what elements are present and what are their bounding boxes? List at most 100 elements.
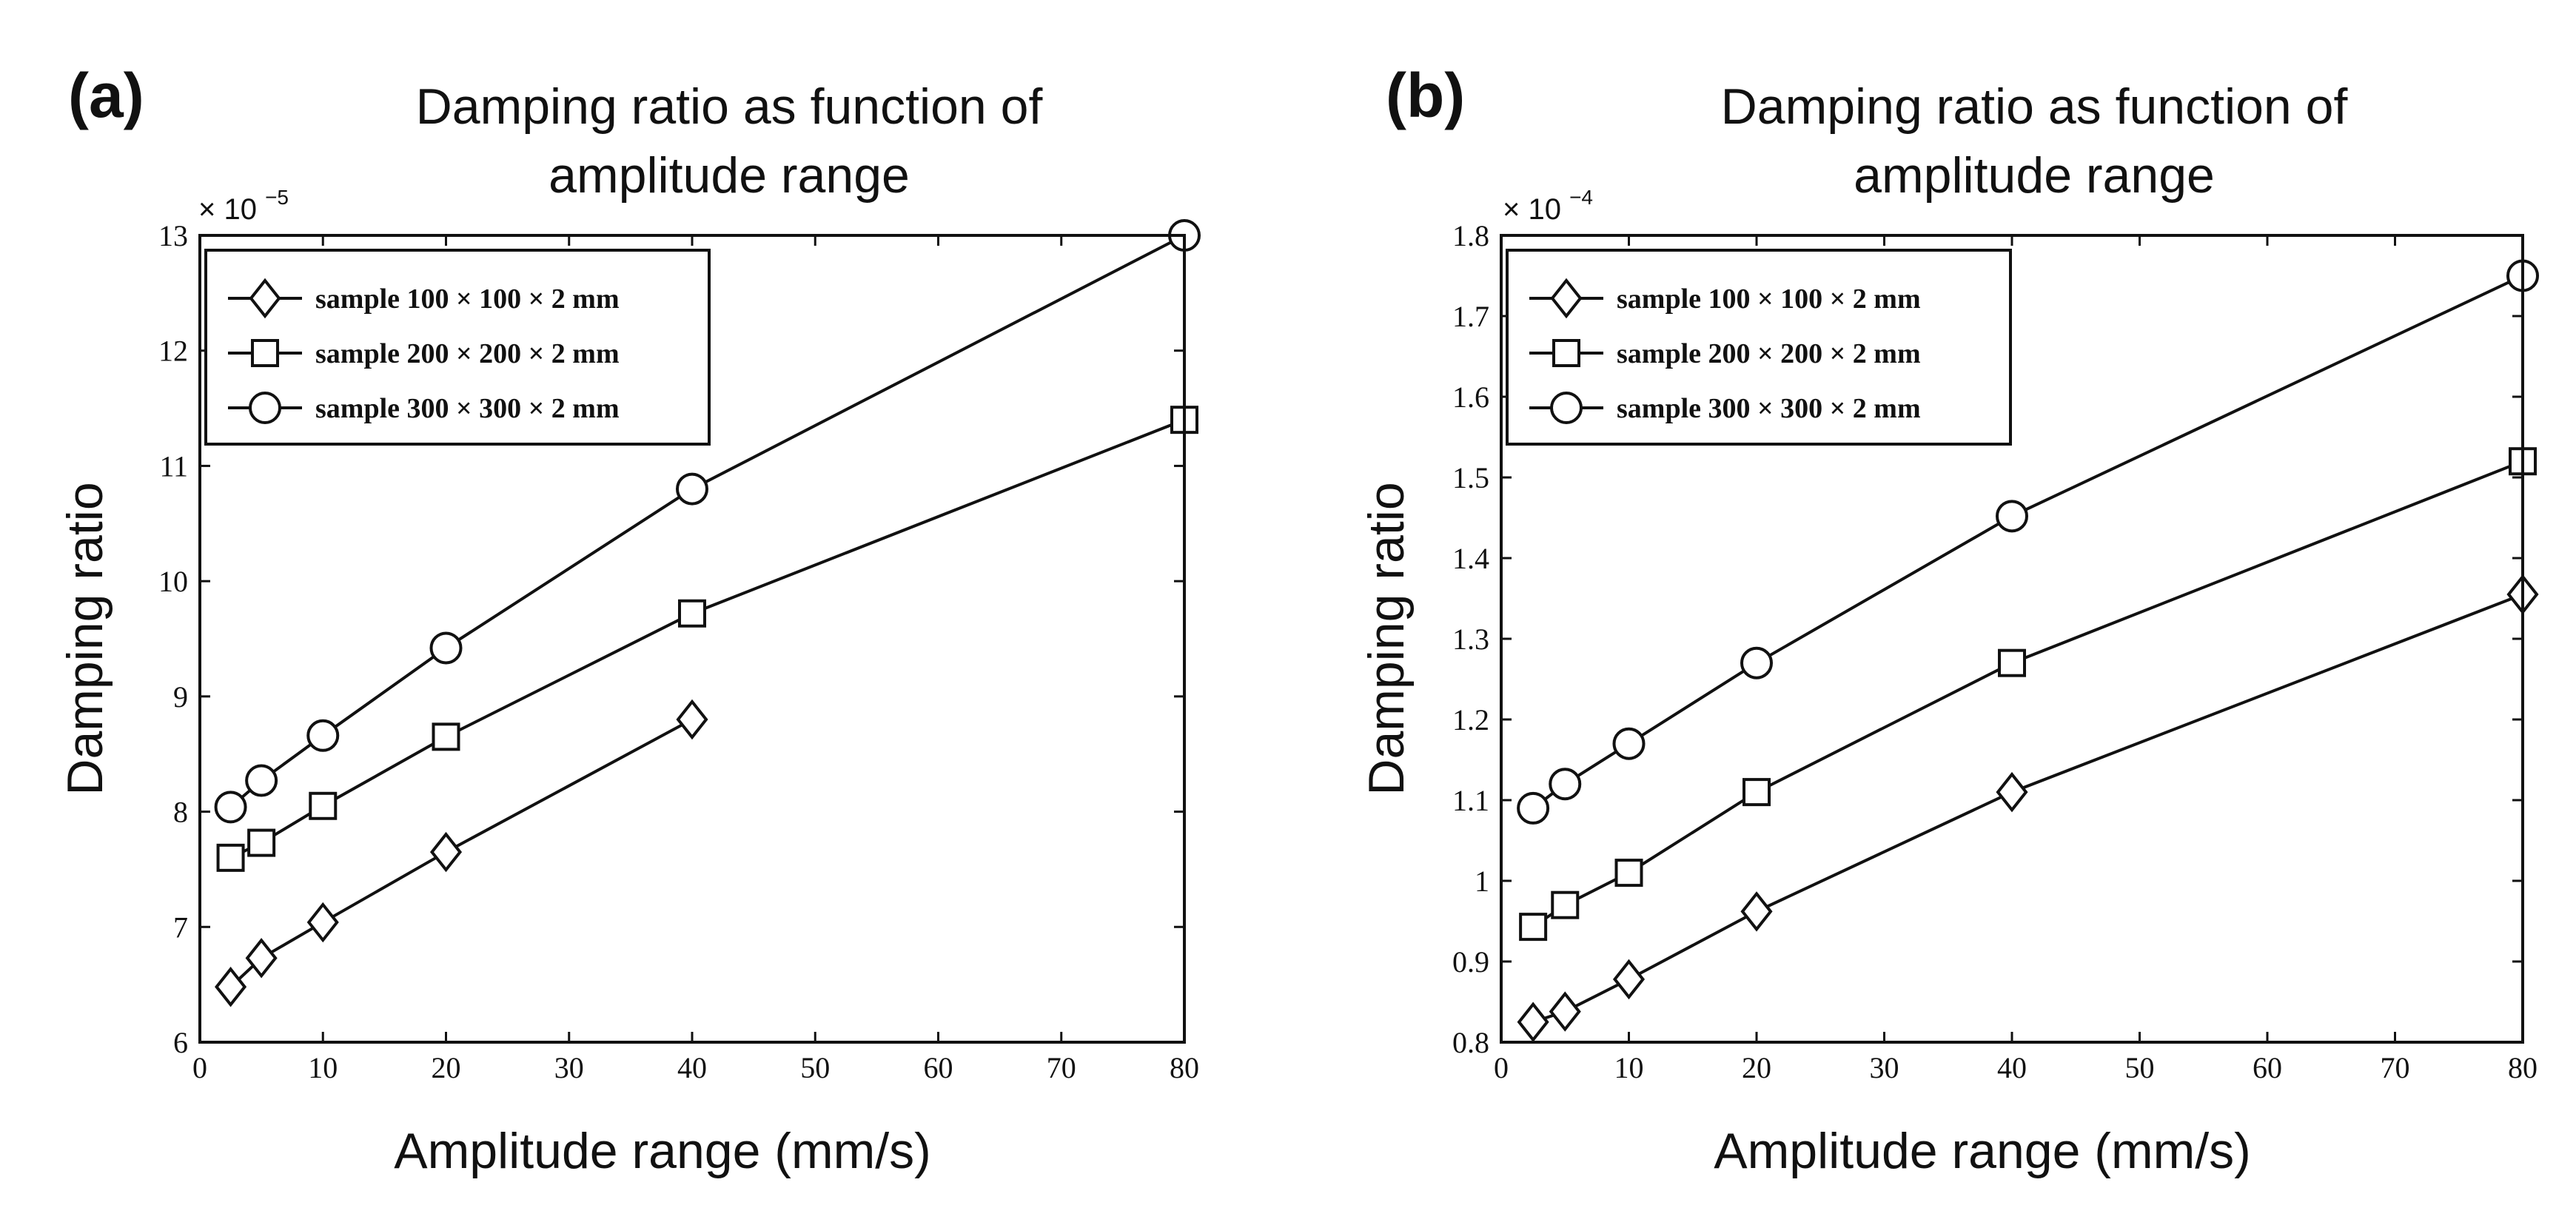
y-axis-multiplier: × 10 −4 xyxy=(1503,186,1593,226)
data-point-square xyxy=(1551,890,1580,919)
y-tick-label: 8 xyxy=(173,796,188,829)
y-tick-label: 1.2 xyxy=(1452,703,1489,736)
x-tick-label: 50 xyxy=(2125,1051,2155,1084)
data-point-square xyxy=(309,791,338,820)
y-axis-title: Damping ratio xyxy=(1358,482,1415,795)
x-axis-title: Amplitude range (mm/s) xyxy=(1714,1123,2251,1179)
x-tick-label: 20 xyxy=(432,1051,461,1084)
x-tick-label: 10 xyxy=(308,1051,338,1084)
legend-box xyxy=(204,249,711,446)
data-point-circle xyxy=(1612,727,1646,760)
legend-label: sample 100 × 100 × 2 mm xyxy=(1617,283,1921,315)
x-tick-label: 70 xyxy=(2381,1051,2410,1084)
data-point-circle xyxy=(429,631,463,665)
y-multiplier-exponent: −4 xyxy=(1569,186,1593,209)
legend-marker-square xyxy=(251,339,279,367)
data-point-circle xyxy=(1996,500,2028,533)
legend-box xyxy=(1506,249,2012,446)
data-point-square xyxy=(1743,778,1771,807)
plot-frame xyxy=(1500,234,2524,1044)
y-multiplier-base: × 10 xyxy=(1503,193,1569,226)
data-point-square xyxy=(216,843,245,872)
y-tick-label: 0.8 xyxy=(1452,1026,1489,1059)
y-tick-label: 1.3 xyxy=(1452,623,1489,656)
data-point-diamond xyxy=(676,699,708,740)
chart-title-line-1: Damping ratio as function of xyxy=(1721,78,2348,135)
x-tick-label: 20 xyxy=(1742,1051,1771,1084)
data-point-circle xyxy=(306,719,340,752)
x-tick-label: 0 xyxy=(192,1051,207,1084)
chart-panel-a: (a) Damping ratio as function of amplitude… xyxy=(57,61,1201,1179)
y-axis-multiplier: × 10 −5 xyxy=(198,186,289,226)
y-tick-label: 7 xyxy=(173,910,188,944)
legend-marker-diamond xyxy=(249,278,281,319)
y-tick-label: 12 xyxy=(158,335,188,368)
y-tick-label: 1.4 xyxy=(1452,542,1489,575)
y-axis-title: Damping ratio xyxy=(57,482,113,795)
x-tick-label: 30 xyxy=(554,1051,584,1084)
data-point-square xyxy=(1998,648,2026,677)
x-tick-label: 70 xyxy=(1047,1051,1076,1084)
x-axis-title: Amplitude range (mm/s) xyxy=(394,1123,931,1179)
data-point-square xyxy=(432,722,460,751)
y-tick-label: 1.6 xyxy=(1452,380,1489,414)
data-point-circle xyxy=(214,791,247,824)
y-tick-label: 11 xyxy=(159,449,188,483)
legend: sample 100 × 100 × 2 mm sample 200 × 200 … xyxy=(1506,249,2012,446)
series-line-diamond xyxy=(229,718,693,988)
chart-title-line-1: Damping ratio as function of xyxy=(416,78,1043,135)
chart-panel-b: (b) Damping ratio as function of amplitude… xyxy=(1358,61,2539,1179)
legend-label: sample 300 × 300 × 2 mm xyxy=(315,393,620,424)
plot-frame xyxy=(198,234,1186,1044)
y-tick-label: 13 xyxy=(158,219,188,252)
series-line-square xyxy=(1532,460,2523,928)
x-tick-label: 60 xyxy=(2253,1051,2282,1084)
legend-marker-diamond xyxy=(1550,278,1583,319)
data-point-circle xyxy=(1549,768,1582,801)
series-line-diamond xyxy=(1532,593,2523,1024)
data-point-circle xyxy=(245,764,278,797)
y-tick-label: 1.8 xyxy=(1452,219,1489,252)
x-tick-label: 80 xyxy=(2508,1051,2538,1084)
legend-marker-circle xyxy=(1550,392,1583,424)
y-tick-label: 1 xyxy=(1475,865,1489,898)
data-point-diamond xyxy=(215,967,247,1007)
y-tick-label: 0.9 xyxy=(1452,945,1489,979)
panel-label: (b) xyxy=(1386,61,1465,130)
x-tick-label: 40 xyxy=(1997,1051,2027,1084)
x-tick-label: 10 xyxy=(1614,1051,1644,1084)
legend: sample 100 × 100 × 2 mm sample 200 × 200 … xyxy=(204,249,711,446)
legend-label: sample 100 × 100 × 2 mm xyxy=(315,283,620,315)
data-point-diamond xyxy=(1996,771,2028,813)
legend-marker-square xyxy=(1552,339,1580,367)
data-point-diamond xyxy=(1517,1001,1549,1042)
y-tick-label: 1.5 xyxy=(1452,461,1489,494)
data-point-square xyxy=(1519,913,1548,942)
data-point-diamond xyxy=(1612,959,1646,1000)
data-point-circle xyxy=(676,472,708,506)
data-point-circle xyxy=(1740,646,1773,680)
data-point-square xyxy=(678,599,706,628)
x-tick-label: 30 xyxy=(1870,1051,1899,1084)
data-point-diamond xyxy=(1740,891,1773,932)
x-tick-label: 50 xyxy=(800,1051,830,1084)
data-point-square xyxy=(1614,859,1643,887)
x-tick-label: 60 xyxy=(924,1051,953,1084)
legend-label: sample 200 × 200 × 2 mm xyxy=(315,338,620,369)
data-point-diamond xyxy=(429,831,463,873)
legend-label: sample 300 × 300 × 2 mm xyxy=(1617,393,1921,424)
y-tick-label: 1.1 xyxy=(1452,784,1489,817)
y-multiplier-exponent: −5 xyxy=(265,186,289,209)
legend-marker-circle xyxy=(249,392,281,424)
x-tick-label: 80 xyxy=(1170,1051,1199,1084)
y-multiplier-base: × 10 xyxy=(198,193,265,226)
chart-title-line-2: amplitude range xyxy=(549,147,910,204)
data-point-circle xyxy=(1517,791,1550,825)
chart-title-line-2: amplitude range xyxy=(1854,147,2215,204)
data-point-diamond xyxy=(1549,991,1581,1032)
x-tick-label: 0 xyxy=(1494,1051,1509,1084)
data-point-diamond xyxy=(306,902,339,943)
panel-label: (a) xyxy=(68,61,144,130)
data-point-square xyxy=(247,828,276,857)
